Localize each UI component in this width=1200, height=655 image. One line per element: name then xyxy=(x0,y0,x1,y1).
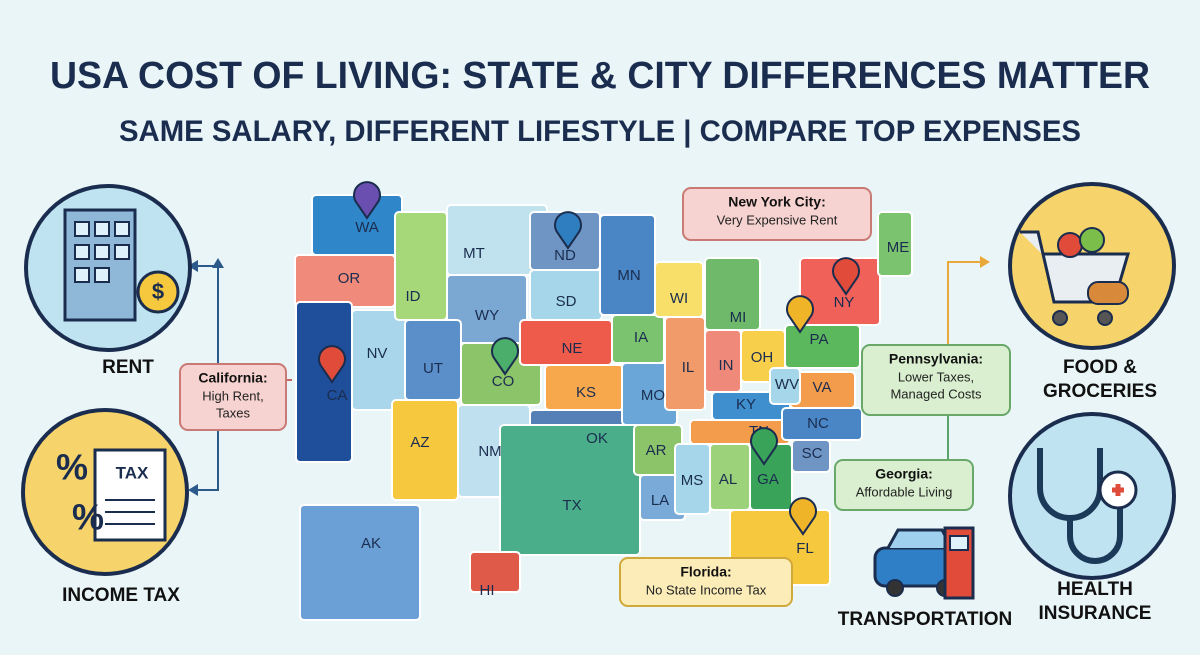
state-label: AL xyxy=(719,471,737,488)
state-shape xyxy=(295,301,353,463)
state-label: MI xyxy=(730,309,747,326)
state-shape xyxy=(799,257,881,326)
state-label: AR xyxy=(646,442,667,459)
callout-title: Georgia: xyxy=(875,466,933,482)
arrowheads xyxy=(188,256,990,496)
state-label: IN xyxy=(719,357,734,374)
map-pin xyxy=(832,257,860,296)
state-label: OH xyxy=(751,349,774,366)
callout-box xyxy=(834,459,974,511)
state-label: KS xyxy=(576,384,596,401)
map-pin xyxy=(318,345,346,384)
state-label: MO xyxy=(641,387,665,404)
state-shape xyxy=(499,424,641,556)
callout-title: Pennsylvania: xyxy=(889,351,983,367)
callout-text: Managed Costs xyxy=(890,386,982,401)
expense-label: FOOD & xyxy=(1063,357,1137,378)
state-shape xyxy=(469,551,521,593)
subtitle: SAME SALARY, DIFFERENT LIFESTYLE | COMPA… xyxy=(119,115,1081,148)
state-label: WV xyxy=(775,376,799,393)
state-shape xyxy=(769,367,801,405)
state-label: NY xyxy=(834,294,855,311)
state-label: NC xyxy=(807,415,829,432)
state-label: FL xyxy=(796,540,814,557)
expense-label: RENT xyxy=(102,357,154,378)
expense-label: HEALTH xyxy=(1057,579,1133,600)
callout-text: Lower Taxes, xyxy=(898,369,974,384)
map-pin xyxy=(789,497,817,536)
state-label: IA xyxy=(634,329,648,346)
callout-box xyxy=(179,363,287,431)
state-label: HI xyxy=(480,582,495,599)
callout-title: Florida: xyxy=(680,564,731,580)
expense-label: TRANSPORTATION xyxy=(838,609,1013,630)
expense-label: GROCERIES xyxy=(1043,381,1157,402)
state-label: KY xyxy=(736,396,756,413)
state-label: VA xyxy=(813,379,832,396)
callout-text: Affordable Living xyxy=(856,484,953,499)
state-label: OK xyxy=(586,430,608,447)
state-label: NV xyxy=(367,345,388,362)
us-map: WA OR CA NV ID MT WY UT AZ NM CO ND SD NE KS OK TX MN IA MO… xyxy=(294,181,913,621)
state-label: MN xyxy=(617,267,640,284)
state-label: ND xyxy=(554,247,576,264)
callout-box xyxy=(861,344,1011,416)
state-label: TX xyxy=(562,497,581,514)
map-pin xyxy=(353,181,381,220)
state-label: ME xyxy=(887,239,910,256)
state-label: ID xyxy=(406,288,421,305)
state-label: IL xyxy=(682,359,695,376)
callout-text: No State Income Tax xyxy=(646,582,767,597)
expense-labels: RENT INCOME TAX FOOD & GROCERIES HEALTH INSUR… xyxy=(62,357,1157,630)
state-label: WY xyxy=(475,307,499,324)
state-label: CA xyxy=(327,387,348,404)
state-shape xyxy=(394,211,448,321)
callouts: New York City: Very Expensive Rent Califor… xyxy=(179,187,1011,607)
state-label: SC xyxy=(802,445,823,462)
title: USA COST OF LIVING: STATE & CITY DIFFERE… xyxy=(50,55,1150,97)
map-pin xyxy=(786,295,814,334)
state-label: AZ xyxy=(410,434,429,451)
state-label: WA xyxy=(355,219,379,236)
expense-icons xyxy=(21,182,1176,600)
percent-symbol: % xyxy=(72,497,104,538)
expense-label: INSURANCE xyxy=(1039,603,1152,624)
state-label: UT xyxy=(423,360,443,377)
map-pin xyxy=(491,337,519,376)
state-shape xyxy=(599,214,656,316)
state-label: NE xyxy=(562,340,583,357)
coin-symbol: $ xyxy=(152,279,164,304)
callout-box xyxy=(682,187,872,241)
state-label: NM xyxy=(478,443,501,460)
state-label: MT xyxy=(463,245,485,262)
percent-symbol: % xyxy=(56,447,88,488)
callout-box xyxy=(619,557,793,607)
state-label: LA xyxy=(651,492,669,509)
map-pin xyxy=(750,427,778,466)
state-label: GA xyxy=(757,471,779,488)
state-label: PA xyxy=(810,331,829,348)
callout-title: California: xyxy=(198,370,267,386)
state-label: OR xyxy=(338,270,361,287)
callout-text: High Rent, xyxy=(202,388,263,403)
callout-title: New York City: xyxy=(728,194,826,210)
state-label: AK xyxy=(361,535,381,552)
callout-text: Very Expensive Rent xyxy=(717,212,838,227)
tax-form-label: TAX xyxy=(116,463,149,482)
state-label: WI xyxy=(670,290,688,307)
callout-text: Taxes xyxy=(216,405,250,420)
expense-label: INCOME TAX xyxy=(62,585,180,606)
state-label: MS xyxy=(681,472,704,489)
state-label: SD xyxy=(556,293,577,310)
map-pin xyxy=(554,211,582,250)
state-shape xyxy=(299,504,421,621)
state-label: CO xyxy=(492,373,515,390)
state-shape xyxy=(877,211,913,277)
